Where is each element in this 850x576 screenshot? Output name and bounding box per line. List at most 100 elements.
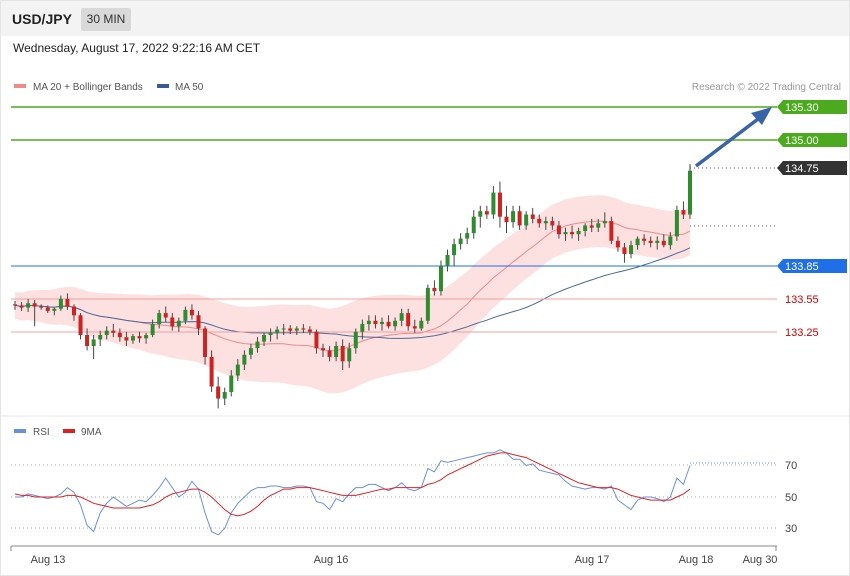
candle [130, 333, 135, 344]
candle [504, 205, 509, 234]
candle [294, 326, 299, 336]
candle [242, 350, 247, 371]
candle-body [406, 313, 411, 327]
ma50-line [14, 247, 691, 339]
candle [530, 207, 535, 224]
datetime-label: Wednesday, August 17, 2022 9:22:16 AM CE… [13, 41, 261, 55]
rsi-line [15, 449, 691, 536]
candle [465, 227, 470, 245]
candle-body [71, 306, 76, 316]
candle [615, 236, 620, 252]
candle-body [537, 218, 542, 224]
x-label-aug16: Aug 16 [314, 554, 349, 566]
candle [674, 205, 679, 241]
tag-last-price: 134.75 [777, 161, 847, 175]
tag-resistance-1: 135.00 [777, 133, 847, 147]
candle [681, 201, 686, 219]
candle [399, 308, 404, 327]
candle-body [432, 287, 437, 292]
candle-body [668, 236, 673, 246]
candle-body [307, 329, 312, 332]
candle-body [399, 313, 404, 321]
candle-body [550, 221, 555, 226]
candle-body [124, 337, 129, 341]
candle [216, 376, 221, 409]
candle [360, 319, 365, 340]
candle-body [275, 329, 280, 333]
rsi-legend-label: RSI [33, 427, 50, 438]
candle-body [609, 221, 614, 241]
candle [301, 324, 306, 333]
candle [52, 307, 57, 316]
candle [91, 335, 96, 360]
candle-body [255, 341, 260, 349]
candle-body [58, 298, 63, 309]
rsi-lines [14, 449, 691, 536]
candle-body [229, 375, 234, 392]
bb-legend-swatch [14, 84, 26, 88]
candle [609, 216, 614, 245]
rsi-ma-legend-swatch [63, 429, 75, 433]
candle-body [314, 331, 319, 349]
candle [45, 305, 50, 314]
candle [124, 331, 129, 346]
candle [19, 302, 24, 311]
candle-body [379, 321, 384, 325]
candle-body [445, 255, 450, 266]
candle [268, 328, 273, 342]
candle-body [576, 230, 581, 235]
candle [85, 328, 90, 351]
candle-body [642, 238, 647, 241]
candle-body [511, 211, 516, 223]
candle-body [648, 240, 653, 243]
candle [275, 326, 280, 340]
candle [117, 328, 122, 342]
x-label-aug18: Aug 18 [679, 554, 714, 566]
candle [347, 342, 352, 368]
candle [629, 240, 634, 259]
candle [58, 295, 63, 311]
candle-body [465, 233, 470, 239]
candle [589, 218, 594, 233]
candle-body [111, 330, 116, 333]
candle [314, 329, 319, 354]
candle-body [583, 225, 588, 231]
candle-body [681, 210, 686, 215]
candle-body [203, 328, 208, 357]
candle-body [104, 330, 109, 336]
candle [170, 313, 175, 331]
candle-body [13, 304, 17, 306]
candle [104, 326, 109, 340]
candle [209, 350, 214, 392]
candle-body [347, 348, 352, 362]
candle-body [589, 225, 594, 228]
x-label-aug13: Aug 13 [31, 554, 66, 566]
candle-body [157, 313, 162, 325]
candle [203, 326, 208, 365]
candle [491, 186, 496, 219]
candle-body [163, 313, 168, 318]
candle-body [517, 211, 522, 226]
timeframe-button[interactable]: 30 MIN [81, 8, 131, 31]
bollinger-band [15, 195, 690, 394]
candle [452, 238, 457, 266]
candle-body [471, 216, 476, 234]
candle-body [622, 247, 627, 254]
rsi-9ma-line [14, 452, 691, 517]
candle-body [438, 266, 443, 292]
candle-body [674, 210, 679, 237]
candle-body [196, 315, 201, 329]
candle [432, 280, 437, 296]
candle [458, 233, 463, 250]
candle [576, 227, 581, 241]
candle-body [504, 216, 509, 223]
candle [386, 315, 391, 329]
candle [445, 249, 450, 272]
candle-body [242, 354, 247, 365]
candle-body [39, 306, 44, 308]
candle [111, 324, 116, 338]
candle [412, 319, 417, 333]
candle [393, 317, 398, 331]
candle [406, 308, 411, 331]
candle [419, 317, 424, 331]
